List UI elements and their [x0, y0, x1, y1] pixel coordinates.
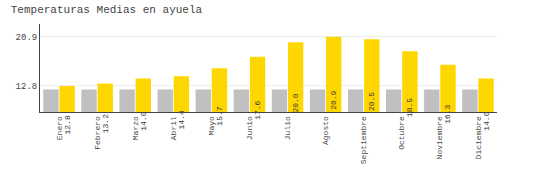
svg-text:15.7: 15.7	[215, 106, 224, 125]
svg-text:Febrero: Febrero	[93, 116, 102, 150]
svg-text:16.3: 16.3	[443, 104, 452, 123]
svg-text:Agosto: Agosto	[321, 116, 330, 145]
svg-text:Abril: Abril	[169, 116, 178, 140]
svg-text:Julio: Julio	[283, 116, 292, 140]
svg-text:Temperaturas Medias en ayuela: Temperaturas Medias en ayuela	[11, 4, 203, 16]
svg-text:20.9: 20.9	[329, 90, 338, 109]
svg-text:Junio: Junio	[245, 116, 254, 140]
svg-text:12.8: 12.8	[16, 82, 38, 92]
svg-text:12.8: 12.8	[63, 115, 72, 134]
svg-text:Diciembre: Diciembre	[474, 116, 483, 159]
svg-text:20.0: 20.0	[291, 93, 300, 112]
svg-text:Septiembre: Septiembre	[359, 116, 368, 164]
svg-text:14.4: 14.4	[177, 110, 186, 129]
svg-text:13.2: 13.2	[101, 114, 110, 133]
svg-text:14.0: 14.0	[482, 111, 491, 130]
svg-text:18.5: 18.5	[405, 98, 414, 117]
svg-text:Noviembre: Noviembre	[435, 116, 444, 159]
svg-text:14.0: 14.0	[139, 111, 148, 130]
svg-text:Enero: Enero	[55, 116, 64, 140]
svg-text:Octubre: Octubre	[397, 116, 406, 150]
svg-text:Marzo: Marzo	[131, 116, 140, 140]
svg-text:Mayo: Mayo	[207, 116, 216, 135]
svg-text:17.6: 17.6	[253, 100, 262, 119]
svg-text:20.5: 20.5	[367, 92, 376, 111]
svg-text:20.9: 20.9	[16, 33, 38, 43]
